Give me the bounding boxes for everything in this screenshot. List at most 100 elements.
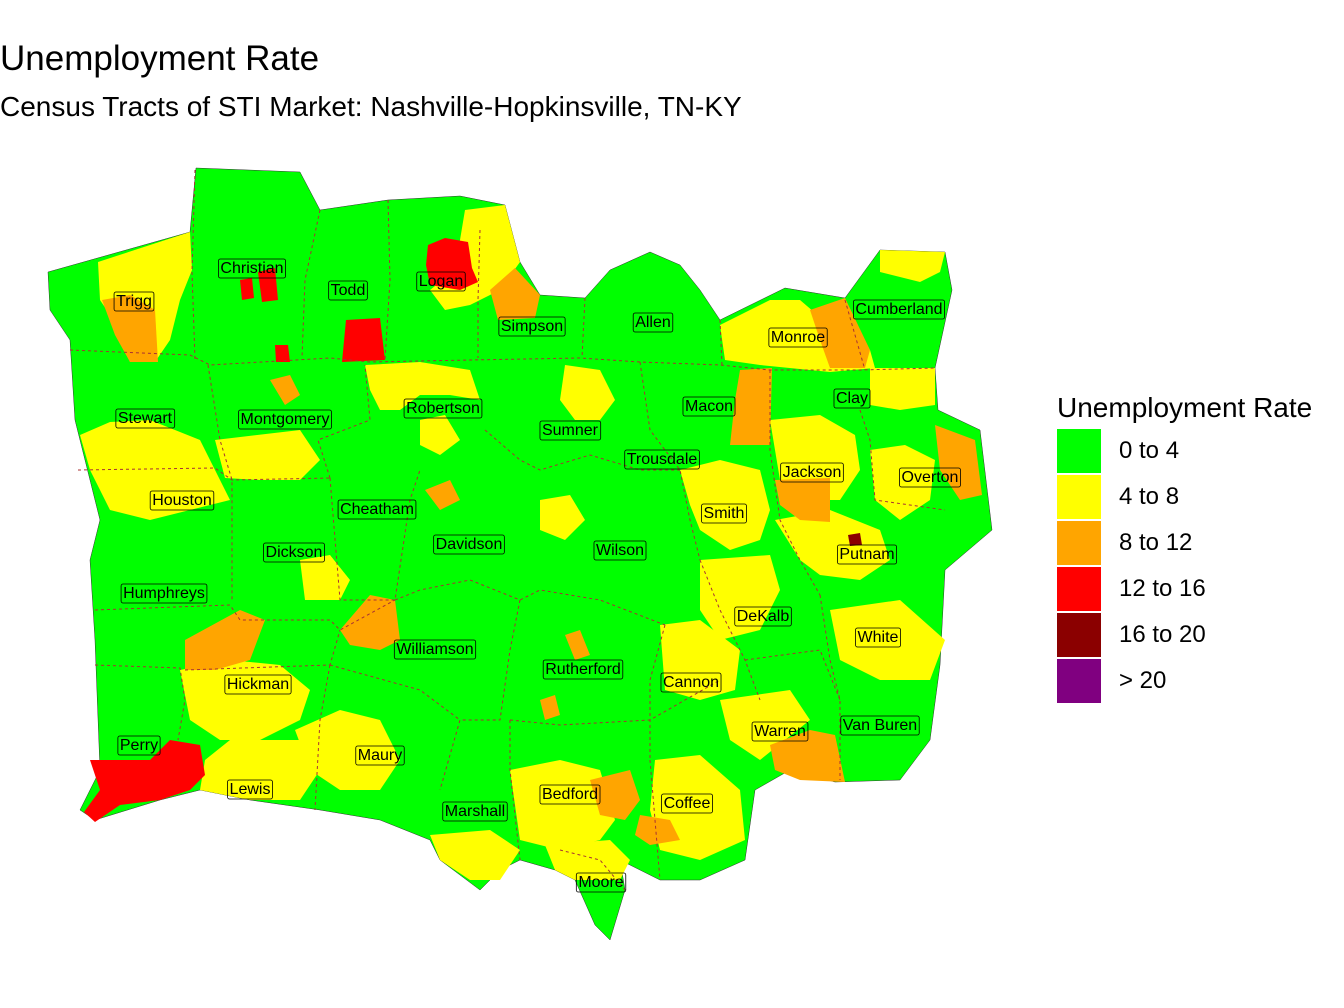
county-label: Trousdale [624, 449, 700, 470]
county-label-box [117, 735, 161, 756]
county-label: Allen [632, 312, 674, 333]
boundary-line [509, 720, 521, 861]
county-label: Wilson [593, 540, 647, 561]
county-label-text: Robertson [406, 400, 480, 417]
boundary-line [191, 169, 196, 361]
boundary-line [94, 664, 186, 741]
county-label-text: Marshall [445, 803, 505, 820]
county-label-text: Logan [419, 273, 464, 290]
county-label-text: Sumner [542, 422, 599, 439]
tract [275, 345, 290, 362]
chart-subtitle: Census Tracts of STI Market: Nashville-H… [0, 91, 742, 122]
county-label-text: Christian [220, 260, 283, 277]
county-label: Maury [355, 745, 405, 766]
tract [565, 630, 590, 660]
boundary-line [384, 199, 391, 361]
boundary-line [484, 429, 680, 471]
tract [720, 690, 810, 760]
county-label: Williamson [393, 639, 477, 660]
county-label-text: Todd [331, 282, 366, 299]
county-label-box [227, 779, 273, 800]
tract [102, 295, 158, 362]
tract [935, 425, 982, 500]
tract [880, 250, 945, 282]
county-label-text: Davidson [436, 536, 503, 553]
county-label: Rutherford [542, 659, 624, 680]
county-label: Logan [416, 271, 466, 292]
tract [425, 480, 460, 510]
county-label: Monroe [768, 327, 828, 348]
boundary-line [77, 467, 331, 481]
county-label: Overton [899, 467, 961, 488]
tract [270, 375, 300, 405]
county-label-box [539, 420, 602, 441]
county-label: Cannon [660, 672, 722, 693]
county-label: Bedford [539, 784, 601, 805]
legend-label: 0 to 4 [1119, 437, 1180, 464]
county-label: Dickson [263, 542, 325, 563]
county-label-box [593, 540, 647, 561]
boundary-line [699, 559, 761, 701]
county-label-text: White [858, 629, 899, 646]
legend-swatch [1057, 567, 1101, 611]
legend-swatch [1057, 475, 1101, 519]
tract [258, 268, 278, 302]
boundary-line [439, 599, 521, 791]
legend-label: 8 to 12 [1119, 529, 1193, 556]
county-label: White [855, 627, 901, 648]
tracts-16-to-20 [848, 533, 862, 546]
boundary-line [859, 409, 946, 511]
tract [185, 610, 265, 670]
tract [80, 420, 230, 520]
county-label: Robertson [403, 398, 483, 419]
county-label-text: Stewart [118, 410, 173, 427]
county-label-box [498, 316, 566, 337]
county-label: Cheatham [337, 499, 417, 520]
boundary-line [559, 849, 626, 891]
boundary-line [314, 664, 331, 811]
county-label: Putnam [837, 544, 897, 565]
tract [540, 495, 585, 540]
county-label-text: Coffee [664, 795, 711, 812]
tract [830, 600, 945, 680]
boundary-line [649, 759, 661, 881]
county-label-box [115, 408, 176, 429]
county-label-text: Moore [578, 874, 623, 891]
county-label-text: Maury [358, 747, 402, 764]
tract [340, 595, 400, 650]
county-label-box [393, 639, 477, 660]
county-label-box [218, 258, 286, 279]
tract [84, 740, 205, 822]
tract [635, 815, 680, 845]
county-label-box [575, 872, 627, 893]
county-label-box [899, 467, 961, 488]
legend-label: 16 to 20 [1119, 621, 1206, 648]
county-label-text: Cheatham [340, 501, 414, 518]
county-label-text: Van Buren [843, 717, 917, 734]
legend-swatch [1057, 613, 1101, 657]
legend-item: 0 to 4 [1057, 428, 1344, 474]
legend-item: 12 to 16 [1057, 566, 1344, 612]
county-label-text: Lewis [230, 781, 271, 798]
tract [180, 660, 310, 740]
county-label-box [734, 606, 792, 627]
county-label-box [328, 280, 368, 301]
county-label-text: Trousdale [627, 451, 698, 468]
county-label: Montgomery [238, 409, 332, 430]
county-label-text: Warren [754, 723, 806, 740]
county-label-box [263, 542, 325, 563]
legend-item: 16 to 20 [1057, 612, 1344, 658]
county-label-box [149, 490, 215, 511]
county-label: Cumberland [853, 299, 945, 320]
tract [730, 368, 772, 445]
tract [870, 368, 935, 410]
boundary-line [394, 579, 666, 626]
county-label: Marshall [442, 801, 508, 822]
tract [770, 415, 860, 500]
county-label: Trigg [113, 291, 155, 312]
county-label-box [433, 534, 505, 555]
tract [560, 365, 615, 420]
tract [810, 298, 870, 368]
tract [510, 760, 615, 850]
boundary-line [509, 679, 721, 726]
